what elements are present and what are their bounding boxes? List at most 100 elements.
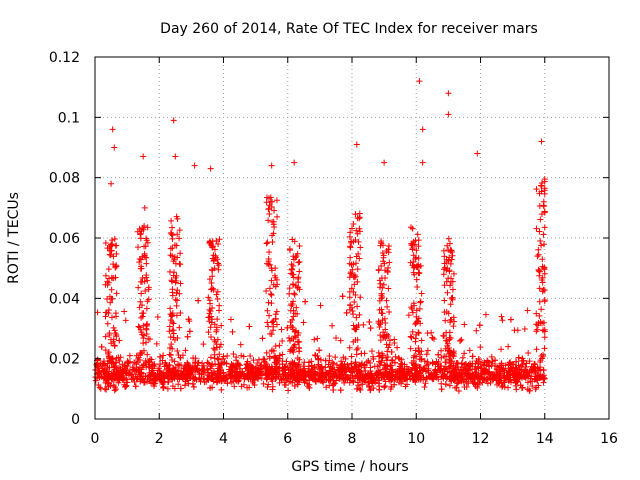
data-point xyxy=(109,126,116,133)
data-point xyxy=(173,302,180,309)
data-point xyxy=(290,256,297,263)
data-point xyxy=(386,259,393,266)
data-point xyxy=(212,338,219,345)
data-point xyxy=(415,376,422,383)
data-point xyxy=(109,237,116,244)
data-point xyxy=(429,334,436,341)
data-point xyxy=(272,343,279,350)
data-point xyxy=(450,270,457,277)
data-point xyxy=(482,366,489,373)
data-point xyxy=(200,366,207,373)
data-point xyxy=(265,205,272,212)
data-point xyxy=(273,360,280,367)
data-point xyxy=(199,365,206,372)
data-point xyxy=(317,377,324,384)
data-point xyxy=(179,371,186,378)
x-tick-label: 4 xyxy=(219,431,228,447)
data-point xyxy=(504,373,511,380)
data-point xyxy=(461,321,468,328)
data-point xyxy=(245,367,252,374)
data-point xyxy=(518,384,525,391)
data-point xyxy=(195,297,202,304)
data-point xyxy=(409,309,416,316)
data-point xyxy=(116,337,123,344)
data-point xyxy=(375,320,382,327)
data-point xyxy=(137,230,144,237)
data-point xyxy=(254,370,261,377)
data-point xyxy=(326,352,333,359)
data-point xyxy=(291,159,298,166)
data-point xyxy=(207,365,214,372)
data-point xyxy=(501,367,508,374)
data-point xyxy=(415,243,422,250)
data-point xyxy=(208,375,215,382)
data-point xyxy=(348,225,355,232)
data-point xyxy=(255,356,262,363)
data-point xyxy=(366,318,373,325)
data-point xyxy=(537,358,544,365)
data-point xyxy=(353,351,360,358)
data-point xyxy=(225,371,232,378)
data-point xyxy=(266,364,273,371)
data-point xyxy=(367,359,374,366)
data-point xyxy=(377,284,384,291)
data-point xyxy=(168,341,175,348)
data-point xyxy=(174,297,181,304)
data-point xyxy=(214,288,221,295)
data-point xyxy=(446,382,453,389)
data-point xyxy=(539,320,546,327)
data-point xyxy=(513,374,520,381)
data-point xyxy=(111,235,118,242)
data-point xyxy=(270,281,277,288)
data-point xyxy=(125,372,132,379)
data-point xyxy=(540,231,547,238)
data-point xyxy=(144,277,151,284)
data-point xyxy=(383,341,390,348)
data-point xyxy=(505,343,512,350)
data-point xyxy=(143,260,150,267)
data-point xyxy=(376,277,383,284)
data-point xyxy=(244,362,251,369)
data-point xyxy=(477,361,484,368)
data-point xyxy=(441,282,448,289)
data-point xyxy=(276,379,283,386)
data-point xyxy=(141,204,148,211)
data-point xyxy=(498,360,505,367)
data-point xyxy=(113,290,120,297)
data-point xyxy=(312,370,319,377)
data-point xyxy=(497,377,504,384)
data-point xyxy=(411,271,418,278)
data-point xyxy=(391,376,398,383)
data-point xyxy=(409,328,416,335)
data-point xyxy=(485,362,492,369)
data-point xyxy=(102,309,109,316)
data-point xyxy=(500,379,507,386)
data-point xyxy=(414,284,421,291)
data-point xyxy=(286,337,293,344)
data-point xyxy=(295,344,302,351)
data-point xyxy=(423,362,430,369)
data-point xyxy=(346,306,353,313)
data-point xyxy=(356,367,363,374)
data-point xyxy=(462,366,469,373)
data-point xyxy=(350,311,357,318)
data-point xyxy=(278,376,285,383)
data-point xyxy=(455,387,462,394)
data-point xyxy=(301,377,308,384)
data-point xyxy=(168,231,175,238)
data-point xyxy=(140,340,147,347)
data-point xyxy=(261,363,268,370)
data-point xyxy=(309,375,316,382)
data-point xyxy=(418,337,425,344)
data-point xyxy=(525,349,532,356)
data-point xyxy=(209,255,216,262)
data-point xyxy=(505,384,512,391)
data-point xyxy=(413,247,420,254)
data-point xyxy=(173,277,180,284)
data-point xyxy=(498,346,505,353)
data-point xyxy=(231,369,238,376)
data-point xyxy=(452,384,459,391)
data-point xyxy=(476,322,483,329)
data-point xyxy=(294,378,301,385)
data-point xyxy=(370,385,377,392)
